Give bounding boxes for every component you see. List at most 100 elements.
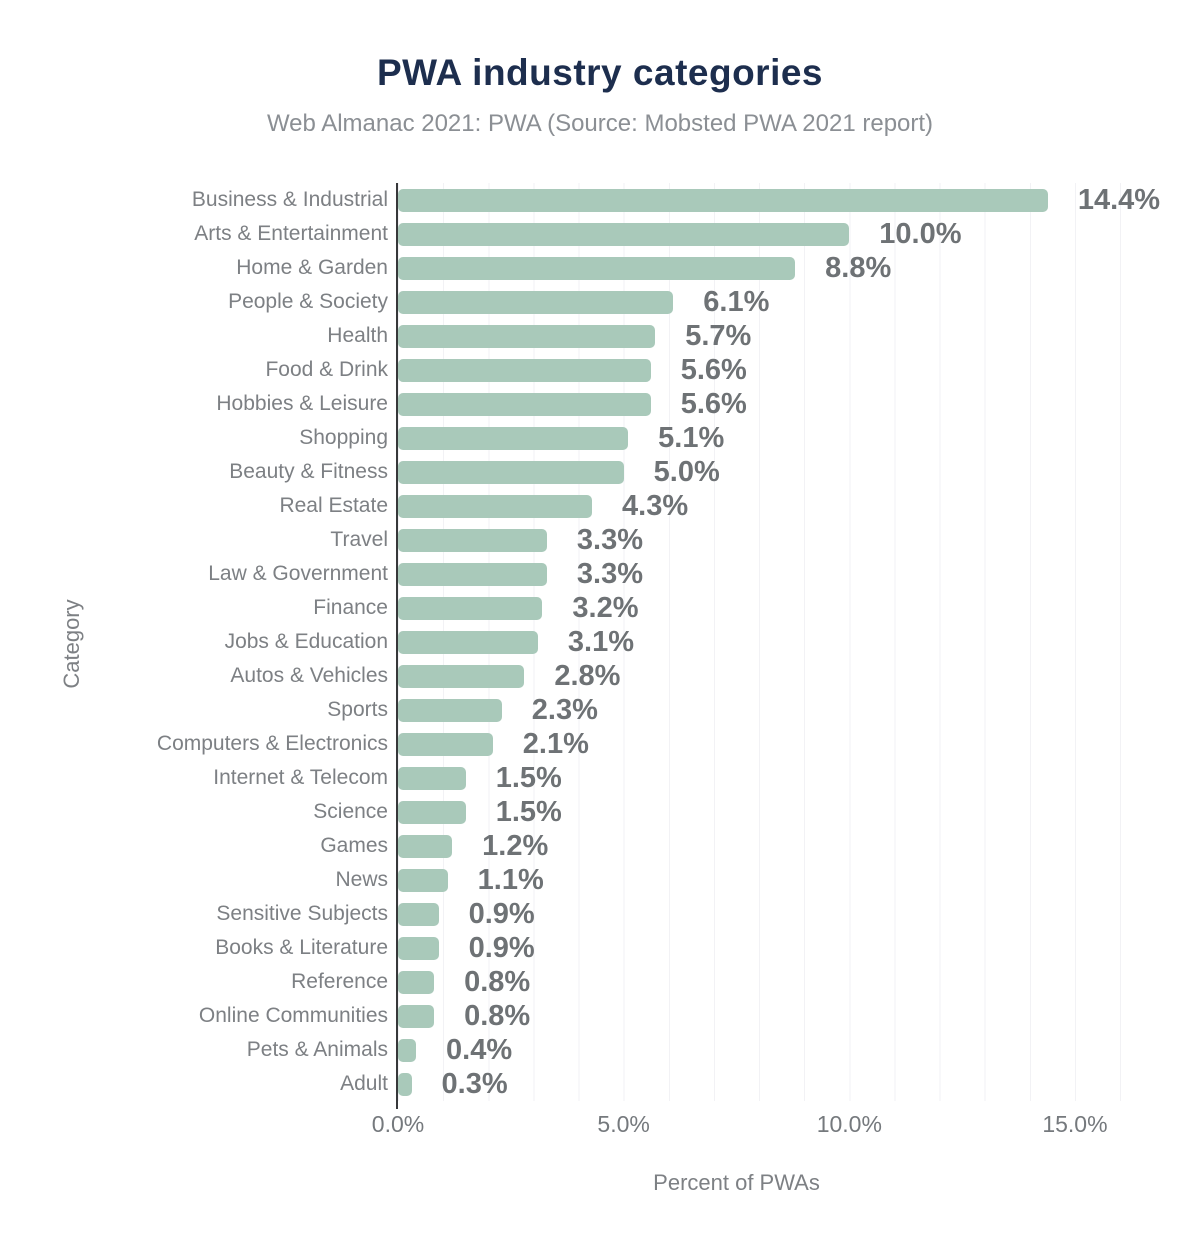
chart-row: Games 1.2% — [320, 829, 1135, 863]
chart-row: Adult 0.3% — [340, 1067, 1135, 1101]
bar — [398, 630, 538, 654]
category-label: Food & Drink — [265, 358, 388, 381]
category-label: Pets & Animals — [246, 1038, 388, 1061]
bars-container: Business & Industrial 14.4% Arts & Enterta… — [157, 183, 1160, 1101]
chart-row: Law & Government 3.3% — [208, 557, 1135, 591]
chart-row: Science 1.5% — [313, 795, 1135, 829]
chart-row: Reference 0.8% — [291, 965, 1135, 999]
category-label: Business & Industrial — [191, 188, 388, 211]
category-label: Law & Government — [208, 562, 388, 585]
bar — [398, 902, 439, 926]
chart-row: News 1.1% — [335, 863, 1135, 897]
chart-row: Computers & Electronics 2.1% — [157, 727, 1135, 761]
bar — [398, 256, 796, 280]
value-label: 1.1% — [477, 863, 544, 896]
chart-row: Food & Drink 5.6% — [265, 353, 1135, 387]
category-label: Computers & Electronics — [156, 732, 388, 755]
category-label: Finance — [313, 596, 388, 619]
value-label: 2.1% — [522, 727, 589, 760]
category-label: Science — [313, 800, 388, 823]
value-label: 8.8% — [825, 251, 892, 284]
category-label: News — [335, 868, 388, 891]
category-label: Health — [327, 324, 388, 347]
value-label: 5.7% — [685, 319, 752, 352]
bar — [398, 732, 493, 756]
chart-row: Autos & Vehicles 2.8% — [230, 659, 1135, 693]
category-label: Travel — [330, 528, 388, 551]
bar — [398, 290, 674, 314]
value-label: 1.2% — [482, 829, 549, 862]
chart-row: Business & Industrial 14.4% — [192, 183, 1160, 217]
value-label: 0.9% — [468, 931, 535, 964]
category-label: Sensitive Subjects — [216, 902, 388, 925]
bar — [398, 698, 502, 722]
chart-row: Sports 2.3% — [327, 693, 1135, 727]
bar — [398, 800, 466, 824]
x-tick-label: 10.0% — [816, 1111, 882, 1137]
category-label: Online Communities — [198, 1004, 388, 1027]
value-label: 5.6% — [680, 387, 747, 420]
value-label: 0.4% — [446, 1033, 513, 1066]
bar — [398, 766, 466, 790]
bar — [398, 936, 439, 960]
value-label: 3.3% — [576, 557, 644, 590]
bar — [398, 494, 593, 518]
x-axis-ticks: 0.0% 5.0% 10.0% 15.0% — [372, 1111, 1135, 1141]
chart-row: Hobbies & Leisure 5.6% — [216, 387, 1135, 421]
value-label: 3.1% — [567, 625, 634, 658]
x-tick-label: 5.0% — [597, 1111, 650, 1137]
value-label: 10.0% — [879, 217, 962, 250]
bar — [398, 426, 629, 450]
chart-row: Arts & Entertainment 10.0% — [194, 217, 1135, 251]
chart-row: People & Society 6.1% — [228, 285, 1135, 319]
value-label: 0.9% — [468, 897, 535, 930]
bar — [398, 392, 651, 416]
bar — [398, 664, 525, 688]
bar — [398, 460, 624, 484]
value-label: 14.4% — [1077, 183, 1161, 216]
category-label: Jobs & Education — [224, 630, 388, 653]
chart-row: Books & Literature 0.9% — [215, 931, 1135, 965]
value-label: 2.8% — [554, 659, 621, 692]
bar — [398, 834, 453, 858]
value-label: 0.8% — [464, 999, 531, 1032]
plot-area: Business & Industrial 14.4% Arts & Enterta… — [157, 183, 1160, 1109]
bar — [398, 596, 543, 620]
bar — [398, 970, 435, 994]
value-label: 4.3% — [622, 489, 689, 522]
bar — [398, 1072, 412, 1096]
bar — [398, 1004, 435, 1028]
category-label: Home & Garden — [236, 256, 388, 279]
category-label: Autos & Vehicles — [230, 664, 388, 687]
x-axis-title: Percent of PWAs — [653, 1170, 820, 1195]
bar — [398, 188, 1048, 212]
bar — [398, 1038, 417, 1062]
category-label: People & Society — [228, 290, 388, 313]
chart-row: Real Estate 4.3% — [279, 489, 1135, 523]
category-label: Shopping — [299, 426, 388, 449]
category-label: Adult — [340, 1072, 388, 1095]
bar — [398, 324, 656, 348]
chart-row: Home & Garden 8.8% — [236, 251, 1135, 285]
value-label: 0.8% — [464, 965, 531, 998]
chart-row: Shopping 5.1% — [299, 421, 1135, 455]
value-label: 0.3% — [441, 1067, 508, 1100]
category-label: Arts & Entertainment — [194, 222, 388, 245]
category-label: Games — [320, 834, 388, 857]
value-label: 5.6% — [680, 353, 747, 386]
value-label: 5.0% — [653, 455, 720, 488]
value-label: 5.1% — [658, 421, 725, 454]
chart-row: Sensitive Subjects 0.9% — [216, 897, 1135, 931]
value-label: 1.5% — [495, 795, 562, 828]
bar — [398, 868, 448, 892]
category-label: Sports — [327, 698, 388, 721]
value-label: 3.3% — [576, 523, 644, 556]
x-tick-label: 0.0% — [371, 1111, 425, 1137]
category-label: Real Estate — [279, 494, 388, 517]
chart-row: Beauty & Fitness 5.0% — [229, 455, 1135, 489]
category-label: Internet & Telecom — [213, 766, 388, 789]
chart-row: Internet & Telecom 1.5% — [213, 761, 1135, 795]
chart-row: Finance 3.2% — [313, 591, 1135, 625]
bar — [398, 528, 547, 552]
